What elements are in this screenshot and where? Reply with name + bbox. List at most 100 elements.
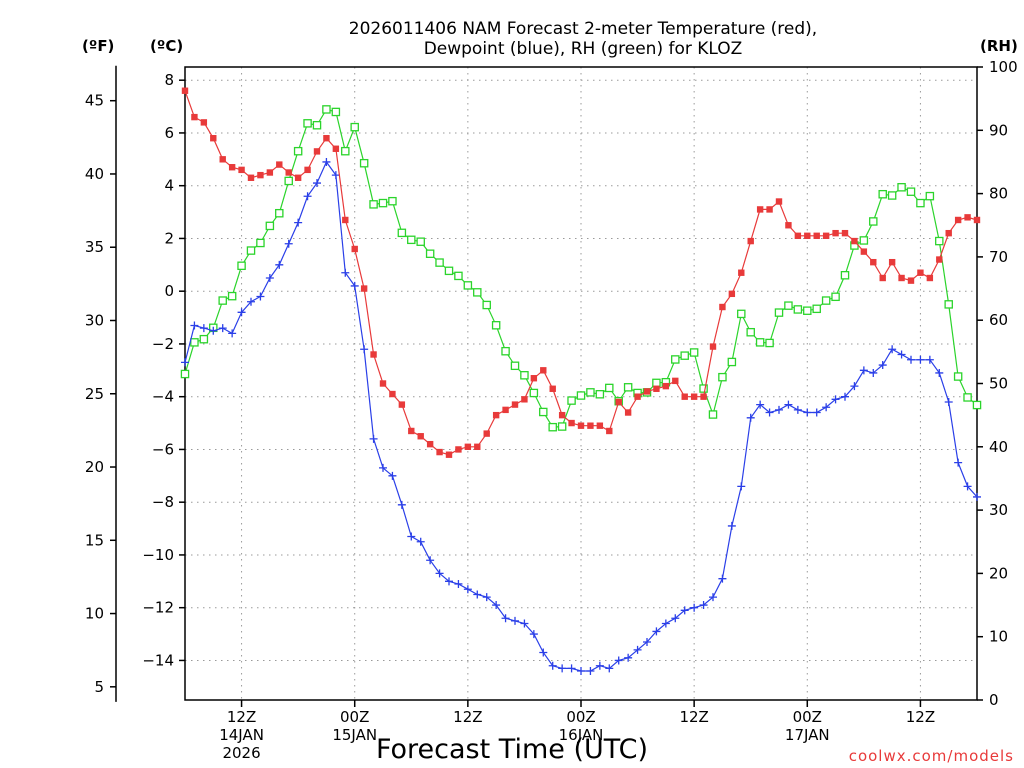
rh-point bbox=[887, 191, 897, 200]
temperature-point bbox=[285, 169, 292, 176]
rh-point bbox=[218, 296, 227, 305]
temperature-point bbox=[945, 229, 952, 237]
temperature-point bbox=[379, 380, 387, 387]
temperature-point bbox=[521, 396, 528, 403]
celsius-tick-label: −2 bbox=[152, 335, 174, 353]
dewpoint-point bbox=[907, 355, 915, 364]
rh-tick-label: 0 bbox=[989, 691, 999, 709]
dewpoint-point bbox=[869, 368, 878, 377]
rh-point bbox=[425, 249, 435, 258]
dewpoint-point bbox=[699, 601, 708, 610]
dewpoint-point bbox=[661, 619, 670, 628]
celsius-tick-label: 8 bbox=[164, 71, 174, 89]
rh-point bbox=[746, 327, 755, 337]
rh-point bbox=[190, 338, 199, 347]
rh-point bbox=[454, 271, 463, 281]
time-tick-label: 00Z bbox=[340, 708, 369, 726]
dewpoint-point bbox=[388, 471, 397, 480]
temperature-point bbox=[606, 427, 613, 435]
celsius-tick-label: −6 bbox=[152, 440, 174, 458]
dewpoint-point bbox=[190, 321, 199, 330]
rh-point bbox=[435, 258, 444, 267]
fahrenheit-tick-label: 5 bbox=[94, 678, 104, 696]
rh-point bbox=[774, 308, 784, 317]
temperature-point bbox=[417, 433, 424, 440]
temperature-point bbox=[822, 232, 830, 239]
rh-point bbox=[407, 235, 416, 245]
dewpoint-point bbox=[822, 403, 831, 412]
rh-point bbox=[237, 261, 246, 271]
dewpoint-point bbox=[247, 297, 255, 306]
time-tick-label: 14JAN bbox=[219, 726, 264, 744]
temperature-point bbox=[747, 237, 754, 245]
dewpoint-point bbox=[350, 281, 359, 290]
temperature-point bbox=[851, 237, 858, 245]
rh-point bbox=[925, 191, 935, 201]
rh-tick-label: 60 bbox=[989, 311, 1008, 329]
rh-point bbox=[501, 346, 510, 356]
rh-unit-label: (RH) bbox=[980, 37, 1018, 55]
dewpoint-point bbox=[567, 664, 576, 673]
dewpoint-point bbox=[803, 408, 812, 417]
dewpoint-point bbox=[595, 661, 604, 670]
temperature-point bbox=[653, 385, 660, 392]
rh-point bbox=[312, 120, 322, 130]
dewpoint-point bbox=[586, 666, 595, 675]
rh-point bbox=[256, 238, 265, 248]
dewpoint-point bbox=[275, 260, 284, 269]
temperature-point bbox=[926, 274, 934, 282]
dewpoint-point bbox=[284, 239, 293, 248]
fahrenheit-tick-label: 10 bbox=[85, 605, 104, 623]
celsius-tick-label: −4 bbox=[152, 388, 174, 406]
temperature-point bbox=[502, 406, 509, 414]
temperature-point bbox=[728, 290, 736, 298]
rh-point bbox=[755, 338, 765, 347]
temperature-point bbox=[247, 174, 255, 181]
temperature-point bbox=[879, 274, 886, 282]
rh-point bbox=[397, 228, 407, 238]
temperature-point bbox=[672, 377, 679, 385]
rh-point bbox=[803, 306, 812, 315]
temperature-point bbox=[313, 148, 321, 155]
celsius-tick-label: 6 bbox=[164, 124, 174, 142]
dewpoint-point bbox=[756, 400, 765, 409]
temperature-point bbox=[766, 206, 773, 213]
temperature-point bbox=[360, 285, 368, 292]
temperature-point bbox=[426, 440, 434, 448]
dewpoint-point bbox=[199, 324, 208, 333]
rh-point bbox=[341, 146, 350, 156]
celsius-tick-label: −10 bbox=[142, 546, 174, 564]
rh-point bbox=[444, 266, 454, 276]
rh-point bbox=[463, 281, 473, 290]
temperature-point bbox=[700, 393, 707, 400]
dewpoint-point bbox=[209, 326, 218, 335]
rh-point bbox=[821, 296, 831, 305]
rh-point bbox=[303, 119, 312, 128]
dewpoint-point bbox=[256, 292, 265, 301]
dewpoint-point bbox=[709, 593, 717, 602]
rh-point bbox=[859, 236, 869, 245]
plot-frame bbox=[184, 66, 978, 701]
rh-point bbox=[652, 378, 661, 388]
temperature-point bbox=[389, 390, 396, 398]
dewpoint-point bbox=[812, 408, 821, 417]
rh-point bbox=[576, 391, 586, 400]
dewpoint-point bbox=[718, 574, 727, 583]
dewpoint-point bbox=[605, 664, 614, 673]
temperature-point bbox=[181, 87, 189, 94]
temperature-point bbox=[436, 448, 443, 456]
celsius-unit-label: (ºC) bbox=[150, 37, 183, 55]
dewpoint-point bbox=[737, 482, 746, 491]
dewpoint-point bbox=[831, 395, 840, 404]
fahrenheit-tick-label: 15 bbox=[85, 531, 104, 549]
time-tick-label: 17JAN bbox=[785, 726, 830, 744]
time-tick-label: 12Z bbox=[906, 708, 935, 726]
credit-label: coolwx.com/models bbox=[849, 747, 1014, 765]
rh-point bbox=[727, 357, 737, 367]
time-tick-label: 2026 bbox=[222, 744, 260, 762]
temperature-point bbox=[266, 169, 274, 176]
celsius-tick-label: −12 bbox=[142, 599, 174, 617]
temperature-point bbox=[775, 198, 783, 205]
temperature-point bbox=[756, 206, 764, 213]
